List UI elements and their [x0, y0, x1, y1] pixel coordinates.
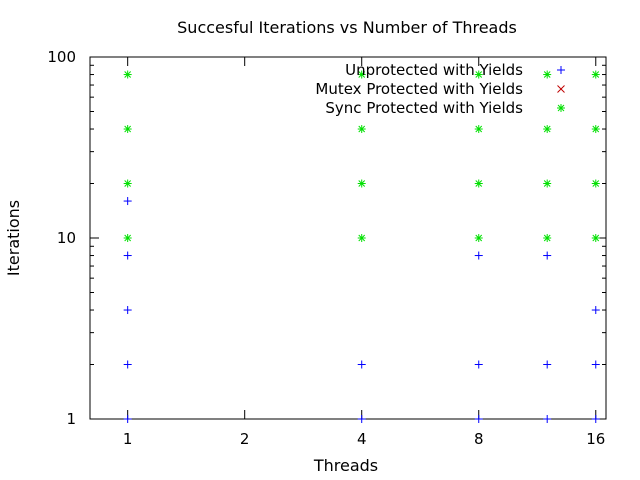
- data-point-series-0: [474, 415, 483, 423]
- y-tick-label: 100: [47, 48, 76, 66]
- data-point-series-2: [357, 179, 366, 188]
- data-point-series-0: [474, 251, 483, 260]
- data-point-series-2: [123, 179, 132, 188]
- x-tick-label: 1: [123, 430, 133, 448]
- data-point-series-0: [123, 415, 132, 423]
- chart-title: Succesful Iterations vs Number of Thread…: [177, 18, 517, 37]
- data-point-series-2: [357, 70, 366, 79]
- y-tick-label: 1: [66, 410, 76, 428]
- data-point-series-0: [591, 415, 600, 423]
- data-point-series-0: [543, 360, 552, 369]
- data-point-series-0: [123, 360, 132, 369]
- legend-label: Sync Protected with Yields: [325, 99, 523, 117]
- data-point-series-2: [543, 179, 552, 188]
- data-point-series-2: [123, 234, 132, 242]
- legend-marker: [557, 66, 565, 74]
- data-point-series-2: [474, 125, 483, 134]
- data-point-series-2: [474, 179, 483, 188]
- x-tick-label: 4: [357, 430, 367, 448]
- data-point-series-0: [474, 360, 483, 369]
- data-point-series-0: [123, 251, 132, 260]
- data-points: [123, 70, 600, 423]
- data-point-series-2: [591, 70, 600, 79]
- data-point-series-0: [357, 360, 366, 369]
- data-point-series-0: [543, 415, 552, 423]
- data-point-series-0: [123, 306, 132, 315]
- data-point-series-2: [543, 234, 552, 242]
- data-point-series-0: [591, 360, 600, 369]
- x-tick-label: 2: [240, 430, 250, 448]
- legend-label: Mutex Protected with Yields: [315, 80, 523, 98]
- legend-marker: [557, 104, 565, 112]
- axis-ticks: 1 2 4 8 16 1 10 100: [47, 48, 606, 448]
- data-point-series-2: [591, 234, 600, 242]
- x-axis-label: Threads: [313, 456, 378, 475]
- y-axis-label: Iterations: [4, 200, 23, 276]
- data-point-series-2: [474, 70, 483, 79]
- data-point-series-2: [123, 125, 132, 134]
- x-tick-label: 8: [474, 430, 484, 448]
- data-point-series-2: [591, 125, 600, 134]
- data-point-series-2: [474, 234, 483, 242]
- data-point-series-2: [543, 125, 552, 134]
- data-point-series-0: [123, 197, 132, 206]
- data-point-series-0: [357, 415, 366, 423]
- x-tick-label: 16: [586, 430, 605, 448]
- data-point-series-0: [591, 306, 600, 315]
- data-point-series-2: [123, 70, 132, 79]
- legend-marker: [557, 85, 565, 93]
- data-point-series-2: [591, 179, 600, 188]
- legend-label: Unprotected with Yields: [345, 61, 523, 79]
- y-tick-label: 10: [57, 229, 76, 247]
- data-point-series-2: [357, 125, 366, 134]
- data-point-series-2: [543, 70, 552, 79]
- data-point-series-0: [543, 251, 552, 260]
- data-point-series-2: [357, 234, 366, 242]
